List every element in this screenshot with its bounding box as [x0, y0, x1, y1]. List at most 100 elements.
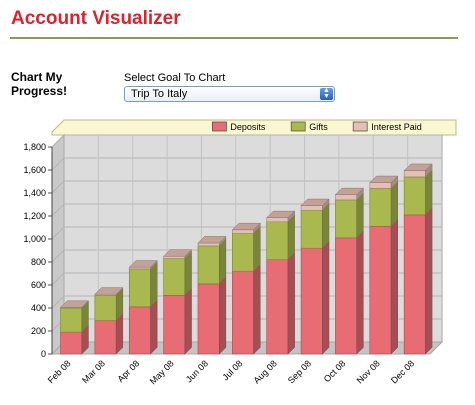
bar-front	[163, 255, 186, 259]
bar-side	[150, 261, 158, 308]
goal-select-value: Trip To Italy	[131, 88, 188, 100]
y-tick-label: 1,800	[23, 142, 46, 152]
bar-side	[219, 238, 227, 285]
bar-side	[356, 192, 364, 239]
bar-side	[150, 299, 158, 355]
bar-top	[231, 222, 261, 231]
bar-front	[369, 182, 392, 189]
bar-front	[197, 245, 220, 285]
bar-front	[266, 217, 289, 223]
bar-front	[232, 270, 254, 355]
y-tick-label: 800	[31, 257, 46, 267]
bar-side	[219, 276, 227, 355]
bar-front	[369, 226, 392, 355]
bar-segment-interest-paid	[334, 187, 364, 201]
x-tick-label: Nov 08	[355, 358, 382, 385]
bar-side	[253, 263, 261, 355]
bar-side	[184, 288, 192, 355]
bar-top	[197, 236, 227, 244]
bar-top	[59, 300, 90, 308]
legend-swatch	[211, 121, 227, 132]
bar-segment-interest-paid	[94, 286, 124, 296]
bar-segment-interest-paid	[266, 210, 296, 223]
y-tick-label: 1,000	[23, 234, 46, 244]
bar-segment-deposits	[163, 288, 193, 355]
legend-item: Deposits	[211, 121, 266, 132]
bar-front	[335, 237, 358, 355]
bar-side	[322, 203, 330, 249]
bar-segment-deposits	[300, 240, 330, 355]
legend-item: Interest Paid	[352, 121, 422, 132]
bar-front	[335, 194, 358, 201]
bar-segment-deposits	[231, 263, 261, 355]
bar-segment-interest-paid	[403, 163, 433, 178]
bar-front	[163, 258, 186, 296]
bar-front	[94, 295, 117, 321]
bar-front	[300, 209, 323, 249]
bar-front	[266, 259, 289, 355]
bar-segment-deposits	[334, 230, 364, 355]
bar-front	[335, 199, 358, 239]
y-tick-label: 1,600	[23, 165, 46, 175]
bar-side	[356, 230, 364, 355]
bar-segment-deposits	[369, 219, 399, 355]
bar-front	[403, 170, 426, 178]
goal-select-label: Select Goal To Chart	[124, 72, 226, 84]
progress-chart: 0 200 400 600 800 1,000 1,200 1,400 1,600 1,800 Fe…	[23, 119, 457, 386]
x-tick-label: Sep 08	[286, 358, 313, 385]
bar-front	[197, 283, 220, 355]
bar-side	[322, 240, 330, 355]
bar-front	[300, 247, 323, 355]
x-tick-label: Feb 08	[46, 358, 73, 385]
chart-progress-heading: Chart My Progress!	[11, 70, 68, 98]
bar-front	[300, 205, 323, 211]
bar-segment-deposits	[266, 252, 296, 355]
gridline-side	[51, 180, 65, 194]
bar-front	[60, 331, 83, 355]
bar-side	[390, 219, 398, 355]
bar-segment-interest-paid	[128, 259, 158, 270]
bar-front	[128, 306, 151, 355]
legend-label: Gifts	[309, 122, 328, 132]
bar-front	[163, 295, 186, 355]
y-tick-label: 400	[31, 303, 46, 313]
gridline-side	[51, 295, 65, 309]
bar-front	[232, 229, 254, 234]
bar-top	[300, 198, 330, 206]
goal-select[interactable]: Trip To Italy ▲ ▼	[124, 86, 335, 102]
y-tick-label: 600	[31, 280, 46, 290]
bar-front	[197, 242, 220, 247]
x-tick-label: Apr 08	[115, 358, 141, 384]
bar-side	[287, 252, 295, 355]
bar-segment-deposits	[403, 207, 433, 355]
bar-side	[390, 181, 398, 227]
bar-front	[266, 221, 289, 261]
bar-top	[334, 187, 364, 195]
bar-front	[128, 266, 151, 270]
gridline-side	[51, 203, 65, 217]
y-tick-label: 1,200	[23, 211, 46, 221]
y-tick-label: 0	[41, 349, 46, 359]
bar-front	[403, 176, 426, 216]
gridline-side	[51, 226, 65, 240]
bar-front	[232, 232, 254, 272]
gridline-side	[51, 249, 65, 263]
x-tick-label: Aug 08	[252, 358, 279, 385]
select-arrows-icon[interactable]: ▲ ▼	[320, 87, 333, 100]
bar-segment-interest-paid	[300, 198, 330, 211]
bar-side	[253, 226, 261, 272]
bar-side	[115, 313, 124, 355]
bar-front	[60, 307, 83, 333]
bar-front	[403, 214, 426, 355]
x-tick-label: Dec 08	[389, 358, 416, 385]
x-tick-label: May 08	[148, 358, 176, 386]
bar-top	[163, 249, 193, 257]
legend-label: Interest Paid	[371, 122, 422, 132]
bar-side	[184, 251, 192, 296]
legend-item: Gifts	[290, 121, 328, 132]
bar-segment-interest-paid	[197, 235, 227, 247]
bar-top	[266, 210, 296, 218]
legend-swatch	[352, 121, 368, 132]
x-tick-label: Jun 08	[184, 358, 210, 384]
y-tick-label: 200	[31, 326, 46, 336]
